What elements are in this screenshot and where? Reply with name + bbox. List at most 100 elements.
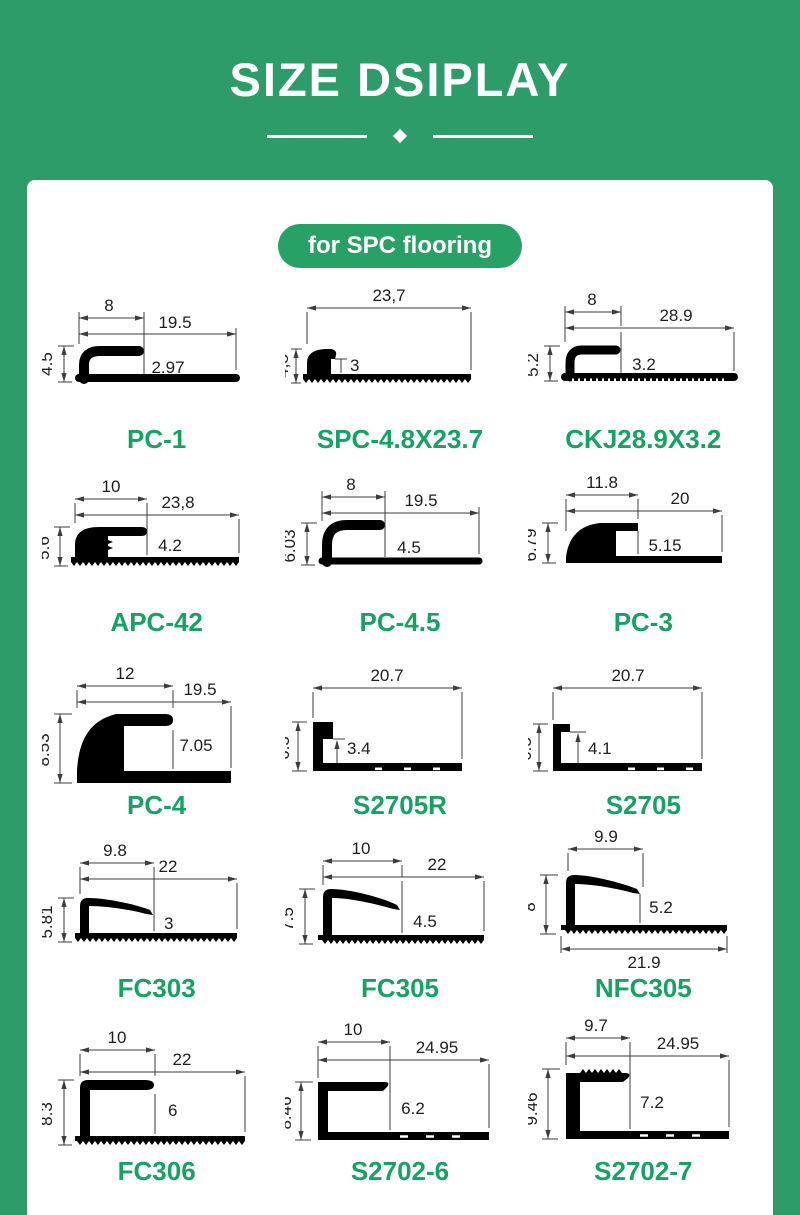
dim-label: 7.2 xyxy=(640,1093,664,1112)
profile-diagram: 23,7 4,8 3 xyxy=(285,286,472,384)
dim-label: 10 xyxy=(101,477,120,496)
profile-diagram: 8 19.5 4.5 6.03 xyxy=(285,475,483,567)
dim-label: 6.03 xyxy=(285,529,299,562)
dim-label: 20.7 xyxy=(612,666,645,685)
product-cell: 9.7 24.95 7.2 9.46 S2702-7 xyxy=(522,1010,765,1193)
product-name: PC-4.5 xyxy=(359,607,441,637)
product-cell: 10 23,8 4.2 5.6 APC-42 xyxy=(35,461,278,644)
dim-label: 6.5 xyxy=(528,737,535,761)
product-name: APC-42 xyxy=(110,607,203,637)
dim-label: 19.5 xyxy=(404,491,437,510)
diamond-icon xyxy=(392,128,408,144)
dim-label: 19.5 xyxy=(183,680,216,699)
dim-label: 23,8 xyxy=(161,493,194,512)
product-cell: 12 19.5 7.05 8.53 PC-4 xyxy=(35,644,278,827)
product-cell: 11.8 20 5.15 6.79 PC-3 xyxy=(522,461,765,644)
dim-label: 24.95 xyxy=(416,1038,459,1057)
profile-diagram: 9.8 22 3 5.81 xyxy=(42,841,238,943)
dim-label: 10 xyxy=(344,1020,363,1039)
product-cell: 10 22 6 8.3 FC306 xyxy=(35,1010,278,1193)
dim-label: 8 xyxy=(346,475,355,494)
dim-label: 3.2 xyxy=(632,355,656,374)
dim-label: 4.5 xyxy=(413,912,437,931)
product-cell: 8 19.5 4.5 2.97 PC-1 xyxy=(35,278,278,461)
product-cell: 8 28.9 3.2 5.2 CKJ28.9X3.2 xyxy=(522,278,765,461)
title-divider xyxy=(0,128,800,144)
dim-label: 6.79 xyxy=(528,528,540,561)
dim-label: 8 xyxy=(528,902,539,911)
dim-label: 11.8 xyxy=(586,473,618,492)
dim-label: 23,7 xyxy=(372,286,405,305)
dim-label: 5.2 xyxy=(528,353,542,377)
profile-diagram: 20.7 4.1 6.5 xyxy=(528,666,703,772)
profile-diagram: 8 28.9 3.2 5.2 xyxy=(528,290,739,382)
dim-label: 5.2 xyxy=(649,898,673,917)
dim-label: 10 xyxy=(352,839,371,858)
profile-diagram: 12 19.5 7.05 8.53 xyxy=(42,664,232,784)
profile-diagram: 9.7 24.95 7.2 9.46 xyxy=(528,1016,730,1140)
profile-diagram: 10 22 6 8.3 xyxy=(42,1028,246,1146)
profile-diagram: 10 24.95 6.2 8.46 xyxy=(285,1020,490,1141)
dim-label: 3 xyxy=(164,914,173,933)
profile-diagram: 10 23,8 4.2 5.6 xyxy=(42,477,240,567)
product-name: CKJ28.9X3.2 xyxy=(565,424,722,454)
dim-label: 4.2 xyxy=(158,536,182,555)
product-cell: 23,7 4,8 3 SPC-4.8X23.7 xyxy=(278,278,521,461)
dim-label: 28.9 xyxy=(660,306,693,325)
dim-label: 5.15 xyxy=(649,536,682,555)
dim-label: 21.9 xyxy=(628,953,661,972)
divider-line xyxy=(433,134,533,138)
dim-label: 3.4 xyxy=(347,739,371,758)
profile-diagram: 11.8 20 5.15 6.79 xyxy=(528,473,723,564)
product-cell: 20.7 4.1 6.5 S2705 xyxy=(522,644,765,827)
profile-diagram: 8 19.5 4.5 2.97 xyxy=(42,296,240,384)
dim-label: 9.7 xyxy=(584,1016,608,1035)
product-name: FC306 xyxy=(117,1156,196,1186)
profile-diagram: 10 22 4.5 7.5 xyxy=(285,839,485,945)
dim-label: 7.5 xyxy=(285,907,297,931)
dim-label: 9.9 xyxy=(594,827,618,846)
product-name: PC-1 xyxy=(127,424,187,454)
product-cell: 8 19.5 4.5 6.03 PC-4.5 xyxy=(278,461,521,644)
dim-label: 8.53 xyxy=(42,733,53,766)
dim-label: 10 xyxy=(107,1028,126,1047)
dim-label: 9.46 xyxy=(528,1092,541,1125)
size-card: for SPC flooring 8 19.5 4.5 2.97 PC-1 23,7 4,8… xyxy=(27,180,773,1215)
page-title: SIZE DSIPLAY xyxy=(229,53,571,106)
dim-label: 6.5 xyxy=(285,736,293,760)
dim-label: 4.5 xyxy=(397,538,421,557)
dim-label: 6.2 xyxy=(401,1099,425,1118)
dim-label: 8 xyxy=(588,290,597,309)
dim-label: 5.6 xyxy=(42,536,53,560)
dim-label: 7.05 xyxy=(179,736,212,755)
dim-label: 19.5 xyxy=(158,313,191,332)
dim-label: 12 xyxy=(115,664,134,683)
product-name: PC-3 xyxy=(613,607,673,637)
dim-label: 8.3 xyxy=(42,1102,56,1126)
product-cell: 10 22 4.5 7.5 FC305 xyxy=(278,827,521,1010)
profile-diagram: 9.9 5.2 8 21.9 xyxy=(528,827,728,972)
product-name: NFC305 xyxy=(594,973,692,1003)
divider-line xyxy=(267,134,367,138)
dim-label: 24.95 xyxy=(657,1034,700,1053)
dim-label: 9.8 xyxy=(103,841,127,860)
product-name: FC303 xyxy=(117,973,196,1003)
dim-label: 8.46 xyxy=(285,1096,295,1129)
dim-label: 3 xyxy=(350,356,359,375)
dim-label: 22 xyxy=(172,1050,191,1069)
dim-label: 22 xyxy=(428,855,447,874)
product-cell: 20.7 3.4 6.5 S2705R xyxy=(278,644,521,827)
dim-label: 6 xyxy=(168,1101,177,1120)
dim-label: 2.97 xyxy=(151,358,184,377)
product-name: S2705 xyxy=(605,790,681,820)
dim-label: 5.81 xyxy=(42,905,56,938)
product-grid: 8 19.5 4.5 2.97 PC-1 23,7 4,8 3 SPC-4.8X23.7 8 28.… xyxy=(27,278,773,1193)
dim-label: 20.7 xyxy=(370,666,403,685)
product-name: PC-4 xyxy=(127,790,187,820)
dim-label: 22 xyxy=(158,857,177,876)
category-badge: for SPC flooring xyxy=(278,224,522,268)
product-name: SPC-4.8X23.7 xyxy=(316,424,484,454)
profile-diagram: 20.7 3.4 6.5 xyxy=(285,666,463,772)
product-cell: 10 24.95 6.2 8.46 S2702-6 xyxy=(278,1010,521,1193)
dim-label: 4.1 xyxy=(588,739,612,758)
